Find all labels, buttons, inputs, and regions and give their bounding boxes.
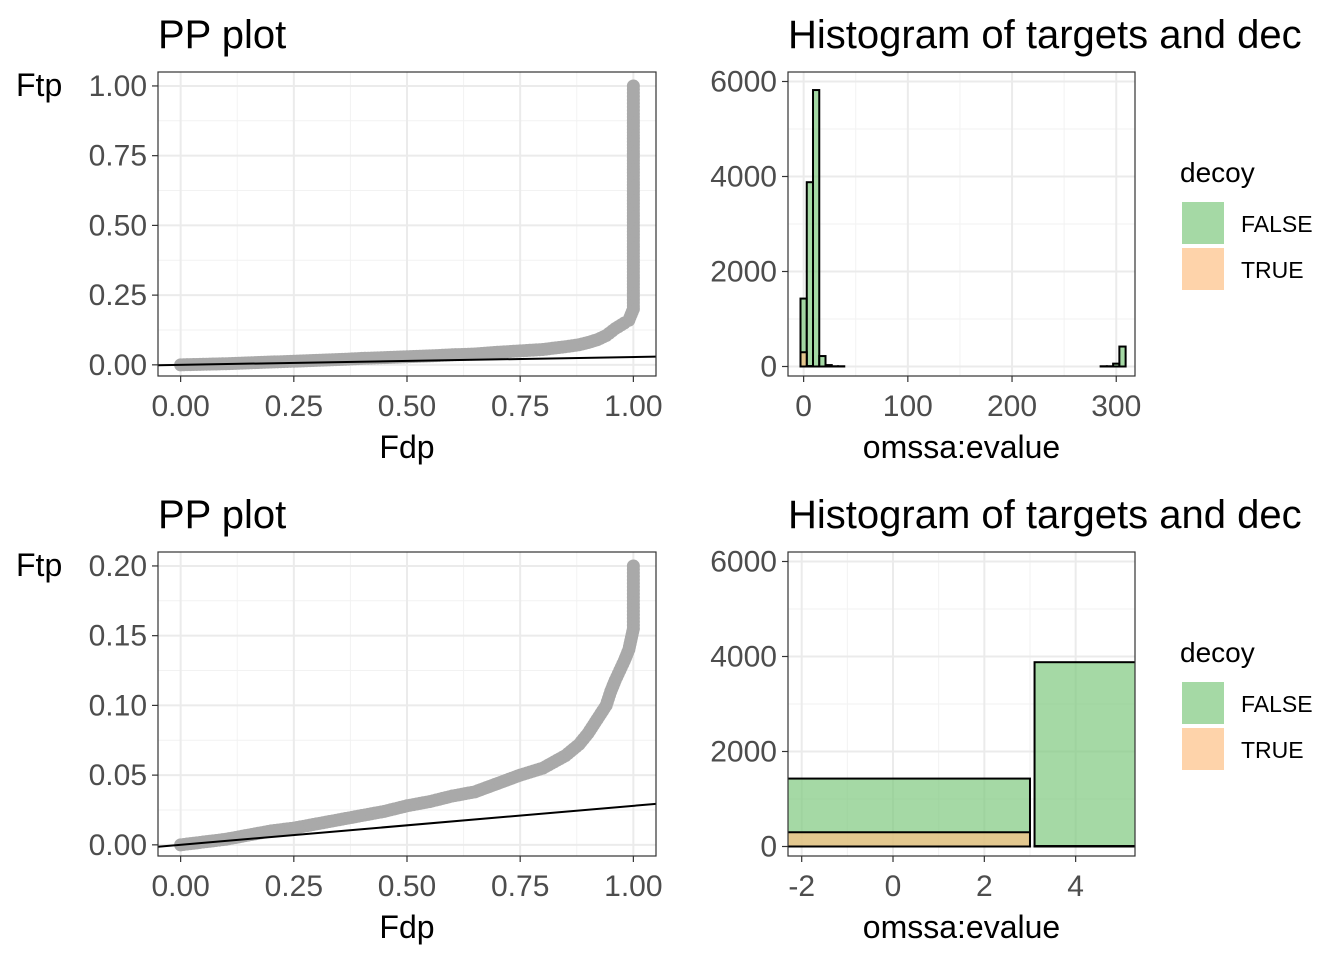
y-tick-label: 2000 — [710, 736, 777, 769]
x-axis-label: Fdp — [379, 909, 434, 945]
x-tick-label: 0.50 — [378, 390, 436, 423]
y-tick-label: 1.00 — [89, 70, 147, 103]
reference-line — [158, 355, 656, 367]
data-layer — [158, 79, 656, 372]
y-tick-label: 4000 — [710, 641, 777, 674]
x-tick-label: 0.00 — [151, 390, 209, 423]
y-tick-label: 0 — [760, 831, 777, 864]
chart-pp_bottom: 0.00 0.25 0.50 0.75 1.00 0.00 0.05 0.10 0.15 0.20… — [16, 493, 663, 945]
legend-key-true — [1182, 248, 1224, 290]
x-tick-label: -2 — [788, 870, 815, 903]
chart-title: Histogram of targets and dec — [788, 493, 1302, 537]
x-tick-label: 0.25 — [265, 390, 323, 423]
data-layer — [158, 559, 656, 852]
legend: decoy FALSE TRUE — [1180, 637, 1313, 770]
legend-label: TRUE — [1241, 257, 1304, 283]
chart-pp_top: 0.00 0.25 0.50 0.75 1.00 0.00 0.25 0.50 0.75 1.00… — [16, 13, 663, 465]
panel-border — [787, 71, 1136, 377]
legend-title: decoy — [1180, 637, 1255, 668]
legend-key-false — [1182, 202, 1224, 244]
legend-label: FALSE — [1241, 211, 1313, 237]
x-tick-label: 0 — [885, 870, 902, 903]
x-axis-label: omssa:evalue — [863, 429, 1060, 465]
grid — [788, 72, 1135, 376]
y-tick-label: 0.15 — [89, 620, 147, 653]
data-layer — [799, 89, 1127, 368]
y-tick-label: 0.00 — [89, 349, 147, 382]
legend: decoy FALSE TRUE — [1180, 157, 1313, 290]
x-tick-label: 0 — [795, 390, 812, 423]
x-tick-label: 0.00 — [151, 870, 209, 903]
data-point — [626, 79, 640, 93]
y-tick-label: 0.75 — [89, 140, 147, 173]
panel-border — [787, 551, 1136, 857]
chart-title: PP plot — [158, 13, 286, 57]
y-axis-label: Ftp — [16, 547, 62, 583]
histogram-bar-false — [818, 355, 827, 368]
y-tick-label: 0.20 — [89, 550, 147, 583]
legend-label: TRUE — [1241, 737, 1304, 763]
y-tick-label: 6000 — [710, 546, 777, 579]
histogram-bar-false — [1033, 661, 1135, 848]
x-tick-label: 1.00 — [604, 390, 662, 423]
y-tick-label: 2000 — [710, 256, 777, 289]
histogram-bar-true — [788, 831, 1031, 848]
histogram-bar-false — [812, 89, 821, 368]
legend-key-false — [1182, 682, 1224, 724]
x-tick-label: 300 — [1091, 390, 1141, 423]
legend-label: FALSE — [1241, 691, 1313, 717]
histogram-bar-true — [799, 351, 808, 368]
y-tick-label: 0.10 — [89, 689, 147, 722]
data-layer — [788, 661, 1135, 848]
chart-title: PP plot — [158, 493, 286, 537]
x-tick-label: 0.50 — [378, 870, 436, 903]
y-tick-label: 0.05 — [89, 759, 147, 792]
legend-key-true — [1182, 728, 1224, 770]
data-point — [626, 559, 640, 573]
reference-line — [158, 802, 656, 848]
legend-title: decoy — [1180, 157, 1255, 188]
chart-title: Histogram of targets and dec — [788, 13, 1302, 57]
x-axis-label: Fdp — [379, 429, 434, 465]
y-tick-label: 0.50 — [89, 209, 147, 242]
grid — [158, 72, 656, 376]
x-tick-label: 0.25 — [265, 870, 323, 903]
chart-hist_top: 0 100 200 300 0 2000 4000 6000 Histogram of targ… — [710, 13, 1312, 465]
x-tick-label: 1.00 — [604, 870, 662, 903]
y-tick-label: 0 — [760, 351, 777, 384]
y-tick-label: 0.00 — [89, 829, 147, 862]
x-tick-label: 100 — [883, 390, 933, 423]
grid — [158, 552, 656, 856]
y-tick-label: 6000 — [710, 66, 777, 99]
y-tick-label: 0.25 — [89, 279, 147, 312]
x-axis-label: omssa:evalue — [863, 909, 1060, 945]
x-tick-label: 0.75 — [491, 870, 549, 903]
chart-hist_bottom: -2 0 2 4 0 2000 4000 6000 Histogram of targets a… — [710, 493, 1312, 945]
x-tick-label: 4 — [1067, 870, 1084, 903]
y-axis-label: Ftp — [16, 67, 62, 103]
x-tick-label: 0.75 — [491, 390, 549, 423]
x-tick-label: 2 — [976, 870, 993, 903]
histogram-bar-false — [1118, 345, 1127, 368]
x-tick-label: 200 — [987, 390, 1037, 423]
y-tick-label: 4000 — [710, 161, 777, 194]
